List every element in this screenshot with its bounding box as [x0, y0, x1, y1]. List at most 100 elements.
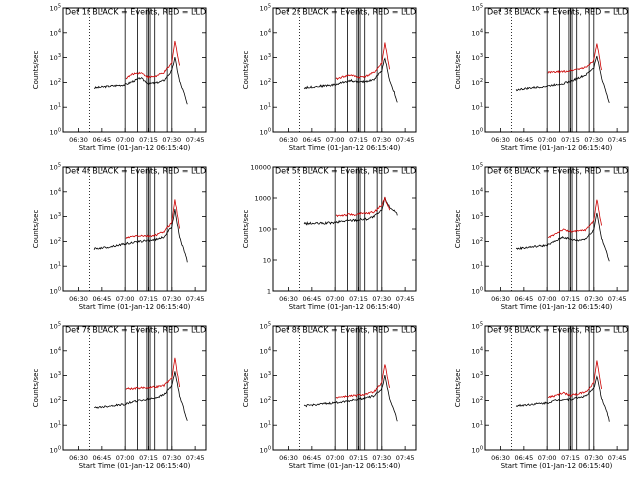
y-tick-label: 104: [472, 28, 483, 37]
x-tick-label: 06:30: [279, 295, 298, 303]
y-tick-label: 101: [472, 262, 483, 271]
x-tick-label: 07:45: [186, 295, 205, 303]
series-line-events: [515, 212, 610, 262]
x-tick-label: 07:45: [186, 454, 205, 462]
y-tick-label: 104: [50, 28, 61, 37]
plot-frame: [272, 325, 417, 451]
x-tick-label: 07:15: [139, 454, 158, 462]
x-tick-label: 07:30: [372, 454, 391, 462]
y-tick-label: 104: [50, 346, 61, 355]
x-axis-label: Start Time (01-Jan-12 06:15:40): [289, 144, 401, 152]
x-axis-label: Start Time (01-Jan-12 06:15:40): [289, 303, 401, 311]
x-tick-label: 07:00: [326, 136, 345, 144]
x-tick-label: 07:45: [608, 136, 627, 144]
series-line-lld: [547, 43, 602, 74]
plot-frame: [62, 166, 207, 292]
plot-frame: [272, 166, 417, 292]
x-axis-label: Start Time (01-Jan-12 06:15:40): [501, 303, 613, 311]
x-tick-label: 07:30: [162, 454, 181, 462]
x-tick-label: 07:00: [538, 295, 557, 303]
series-line-events: [515, 375, 610, 422]
panel-det-1: Det 1f BLACK = Events, RED = LLD 100 101 10…: [32, 4, 207, 152]
x-tick-label: 06:30: [69, 454, 88, 462]
y-tick-label: 103: [472, 53, 483, 62]
plot-frame: [272, 7, 417, 133]
y-tick-label: 105: [472, 322, 483, 331]
series-line-lld: [335, 197, 390, 218]
plot-frame: [62, 7, 207, 133]
panel-title: Det 5f BLACK = Events, RED = LLD: [275, 167, 416, 176]
panel-title: Det 9f BLACK = Events, RED = LLD: [487, 326, 628, 335]
x-tick-label: 07:30: [162, 136, 181, 144]
x-tick-label: 06:30: [279, 136, 298, 144]
x-axis-label: Start Time (01-Jan-12 06:15:40): [79, 144, 191, 152]
series-line-lld: [335, 364, 390, 399]
y-tick-label: 101: [50, 262, 61, 271]
series-line-events: [94, 57, 188, 105]
x-tick-label: 07:30: [584, 454, 603, 462]
x-tick-label: 07:45: [396, 295, 415, 303]
y-tick-label: 102: [472, 237, 483, 246]
y-tick-label: 100: [50, 446, 61, 455]
series-line-lld: [547, 199, 602, 238]
x-axis-label: Start Time (01-Jan-12 06:15:40): [501, 144, 613, 152]
x-tick-label: 06:30: [491, 136, 510, 144]
y-tick-label: 100: [472, 287, 483, 296]
y-tick-label: 102: [472, 78, 483, 87]
x-tick-label: 07:15: [139, 136, 158, 144]
x-tick-label: 06:45: [302, 136, 321, 144]
series-line-events: [303, 57, 398, 103]
y-tick-label: 100: [472, 446, 483, 455]
series-line-lld: [547, 360, 602, 399]
y-tick-label: 101: [50, 103, 61, 112]
x-tick-label: 06:45: [92, 136, 111, 144]
x-tick-label: 06:30: [491, 295, 510, 303]
panel-det-7: Det 7f BLACK = Events, RED = LLD 100 101 10…: [32, 322, 207, 470]
y-tick-label: 1: [267, 288, 271, 296]
y-tick-label: 104: [260, 28, 271, 37]
x-tick-label: 07:30: [162, 295, 181, 303]
x-tick-label: 06:45: [92, 454, 111, 462]
panel-title: Det 7f BLACK = Events, RED = LLD: [65, 326, 206, 335]
y-tick-label: 10000: [250, 164, 271, 172]
y-tick-label: 103: [50, 371, 61, 380]
panel-det-6: Det 6f BLACK = Events, RED = LLD 100 101 10…: [454, 163, 629, 311]
y-tick-label: 103: [472, 212, 483, 221]
y-axis-label: Counts/sec: [242, 51, 250, 90]
x-tick-label: 06:30: [69, 136, 88, 144]
panel-det-3: Det 3f BLACK = Events, RED = LLD 100 101 10…: [454, 4, 629, 152]
y-tick-label: 102: [50, 78, 61, 87]
y-tick-label: 105: [260, 322, 271, 331]
x-tick-label: 07:45: [608, 454, 627, 462]
x-tick-label: 07:15: [139, 295, 158, 303]
y-tick-label: 10: [263, 257, 271, 265]
x-tick-label: 07:30: [372, 295, 391, 303]
x-tick-label: 06:45: [92, 295, 111, 303]
panel-det-2: Det 2f BLACK = Events, RED = LLD 100 101 10…: [242, 4, 417, 152]
y-tick-label: 100: [259, 226, 271, 234]
panel-title: Det 8f BLACK = Events, RED = LLD: [275, 326, 416, 335]
y-tick-label: 101: [472, 421, 483, 430]
y-tick-label: 103: [260, 371, 271, 380]
x-tick-label: 07:00: [538, 454, 557, 462]
series-line-lld: [125, 199, 180, 239]
y-tick-label: 105: [260, 4, 271, 13]
y-tick-label: 104: [472, 187, 483, 196]
y-tick-label: 100: [50, 287, 61, 296]
x-tick-label: 07:15: [349, 454, 368, 462]
series-line-events: [303, 375, 398, 422]
panel-title: Det 3f BLACK = Events, RED = LLD: [487, 8, 628, 17]
plot-frame: [484, 325, 629, 451]
x-tick-label: 07:30: [372, 136, 391, 144]
y-tick-label: 103: [50, 53, 61, 62]
panel-title: Det 6f BLACK = Events, RED = LLD: [487, 167, 628, 176]
y-axis-label: Counts/sec: [454, 51, 462, 90]
x-tick-label: 07:45: [396, 454, 415, 462]
x-tick-label: 06:30: [279, 454, 298, 462]
x-tick-label: 06:45: [514, 136, 533, 144]
x-axis-label: Start Time (01-Jan-12 06:15:40): [79, 303, 191, 311]
y-tick-label: 1000: [254, 195, 271, 203]
x-tick-label: 07:15: [561, 295, 580, 303]
series-line-events: [515, 55, 610, 103]
y-tick-label: 102: [260, 396, 271, 405]
